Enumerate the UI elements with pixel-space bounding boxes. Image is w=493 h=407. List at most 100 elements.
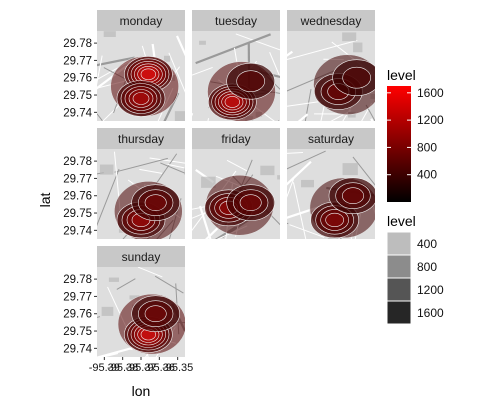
y-tick-label: 29.75 <box>63 208 92 220</box>
legend-alpha-key <box>386 277 412 302</box>
map-street <box>101 352 119 357</box>
facet-strip <box>192 10 280 31</box>
y-tick-label: 29.76 <box>63 191 92 203</box>
facet-label: saturday <box>308 132 354 146</box>
y-tick-label: 29.77 <box>63 173 92 185</box>
map-street <box>352 156 375 186</box>
x-tick-label: -95.36 <box>144 362 175 374</box>
map-block <box>342 163 358 176</box>
map-block <box>103 31 116 37</box>
map-street <box>287 151 303 154</box>
facet-strip <box>192 128 280 149</box>
density-layer <box>204 174 275 236</box>
x-tick-label: -95.37 <box>125 362 156 374</box>
map-block <box>108 277 119 282</box>
facet-panel-friday: friday <box>192 128 280 239</box>
map-street <box>97 113 104 121</box>
map-block <box>327 237 339 239</box>
map-block <box>342 32 357 42</box>
y-tick-label: 29.78 <box>63 274 92 286</box>
map-street <box>114 157 168 173</box>
density-contour <box>224 96 240 108</box>
x-axis-title: lon <box>132 383 151 399</box>
y-axis-title: lat <box>37 193 53 208</box>
map-street <box>287 176 295 198</box>
legend-fill-label: 800 <box>417 140 437 154</box>
map-street <box>139 168 163 174</box>
legend-fill-title: level <box>387 67 416 83</box>
density-contour <box>140 68 156 81</box>
density-layer <box>117 293 185 355</box>
map-street <box>167 163 185 169</box>
x-tick-label: -95.38 <box>107 362 138 374</box>
x-tick-label: -95.35 <box>162 362 193 374</box>
map-street <box>192 66 213 76</box>
facet-label: friday <box>221 132 250 146</box>
map-street <box>195 33 271 65</box>
y-tick-label: 29.76 <box>63 309 92 321</box>
x-tick-label: -95.39 <box>89 362 120 374</box>
map-block <box>163 55 171 62</box>
legend-alpha-label: 1600 <box>417 306 444 320</box>
density-contour <box>144 305 167 323</box>
map-block <box>129 295 140 300</box>
facet-label: thursday <box>118 132 164 146</box>
y-tick-label: 29.74 <box>63 343 92 355</box>
map-street <box>97 168 120 227</box>
map-street <box>175 35 185 57</box>
map-street <box>160 162 185 174</box>
density-layer <box>207 61 276 121</box>
facet-panel-wednesday: wednesday <box>287 10 375 121</box>
legend-alpha-label: 800 <box>417 260 437 274</box>
y-tick-label: 29.74 <box>63 225 92 237</box>
facet-label: wednesday <box>300 14 362 28</box>
facet-label: sunday <box>122 250 161 264</box>
map-street <box>330 110 352 121</box>
legend-colorbar <box>387 86 411 202</box>
map-street <box>287 160 312 186</box>
map-street <box>269 51 280 79</box>
map-street <box>168 52 185 93</box>
y-tick-label: 29.76 <box>63 73 92 85</box>
facet-strip <box>287 128 375 149</box>
legend-alpha-key <box>386 254 412 279</box>
map-street <box>235 33 280 51</box>
legend-alpha-label: 400 <box>417 237 437 251</box>
legend-fill-label: 1600 <box>417 86 444 100</box>
map-street <box>287 39 358 60</box>
facet-label: monday <box>120 14 163 28</box>
y-tick-label: 29.78 <box>63 38 92 50</box>
legend-alpha-label: 1200 <box>417 283 444 297</box>
map-street <box>214 226 237 239</box>
y-tick-label: 29.75 <box>63 326 92 338</box>
legend-alpha-key <box>386 231 412 256</box>
facet-panel-monday: monday <box>97 10 185 121</box>
map-street <box>289 224 325 238</box>
facet-panel-sunday: sunday <box>97 246 185 357</box>
map-street <box>97 56 135 67</box>
facet-panel-thursday: thursday <box>97 128 185 239</box>
facet-panel-tuesday: tuesday <box>192 10 280 121</box>
density-contour <box>239 194 262 211</box>
legend-alpha-key <box>386 300 412 325</box>
map-street <box>287 150 326 170</box>
map-street <box>149 157 185 164</box>
density-layer <box>313 54 375 115</box>
map-block <box>101 306 114 316</box>
map-block <box>353 42 363 53</box>
map-street <box>154 275 184 294</box>
density-contour <box>342 66 371 89</box>
density-contour <box>144 194 167 211</box>
map-street <box>365 104 375 121</box>
facet-strip <box>287 10 375 31</box>
facet-panel-saturday: saturday <box>287 128 375 239</box>
density-layer <box>309 177 375 239</box>
map-street <box>116 278 136 290</box>
y-tick-label: 29.77 <box>63 291 92 303</box>
map-block <box>277 175 280 180</box>
density-layer <box>110 55 179 117</box>
density-contour <box>236 70 265 92</box>
map-block <box>174 111 185 121</box>
facet-strip <box>97 128 185 149</box>
